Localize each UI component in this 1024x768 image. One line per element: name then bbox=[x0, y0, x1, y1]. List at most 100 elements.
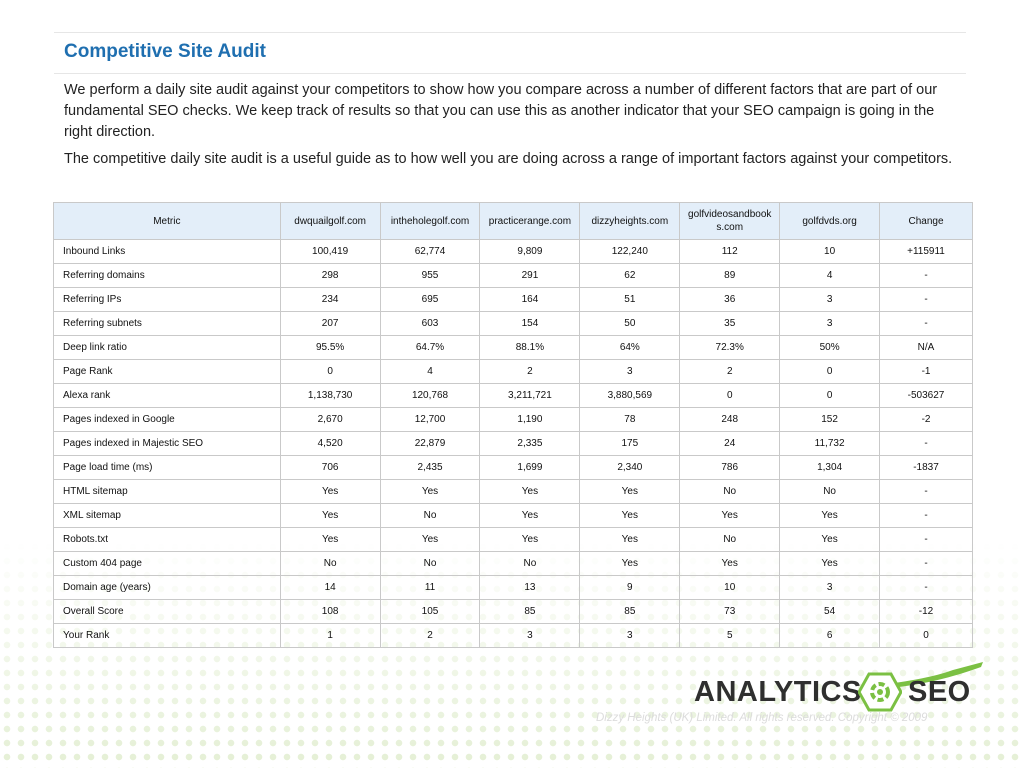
value-cell: Yes bbox=[679, 551, 781, 576]
value-cell: 11,732 bbox=[779, 431, 881, 456]
table-row: Inbound Links 100,419 62,774 9,809 122,240 11… bbox=[53, 239, 973, 264]
metric-cell: Alexa rank bbox=[53, 383, 281, 408]
value-cell: Yes bbox=[479, 479, 581, 504]
table-row: Custom 404 page No No No Yes Yes Yes - bbox=[53, 551, 973, 576]
column-header: practicerange.com bbox=[479, 202, 581, 240]
value-cell: 3 bbox=[779, 287, 881, 312]
value-cell: 3 bbox=[779, 575, 881, 600]
value-cell: 1,138,730 bbox=[279, 383, 381, 408]
value-cell: 0 bbox=[779, 359, 881, 384]
value-cell: 105 bbox=[379, 599, 481, 624]
value-cell: - bbox=[879, 263, 973, 288]
hexagon-swirl-icon bbox=[858, 672, 902, 712]
metric-cell: Robots.txt bbox=[53, 527, 281, 552]
value-cell: Yes bbox=[279, 503, 381, 528]
value-cell: 695 bbox=[379, 287, 481, 312]
value-cell: 24 bbox=[679, 431, 781, 456]
table-row: Deep link ratio 95.5% 64.7% 88.1% 64% 72.3% 50… bbox=[53, 335, 973, 360]
value-cell: Yes bbox=[579, 551, 681, 576]
metric-cell: Inbound Links bbox=[53, 239, 281, 264]
value-cell: Yes bbox=[379, 479, 481, 504]
value-cell: 175 bbox=[579, 431, 681, 456]
value-cell: 0 bbox=[279, 359, 381, 384]
value-cell: Yes bbox=[479, 527, 581, 552]
page-title: Competitive Site Audit bbox=[64, 41, 266, 62]
value-cell: Yes bbox=[579, 527, 681, 552]
metric-cell: HTML sitemap bbox=[53, 479, 281, 504]
logo-word-seo: SEO bbox=[908, 676, 971, 708]
value-cell: No bbox=[679, 527, 781, 552]
value-cell: 154 bbox=[479, 311, 581, 336]
table-row: XML sitemap Yes No Yes Yes Yes Yes - bbox=[53, 503, 973, 528]
table-row: Your Rank 1 2 3 3 5 6 0 bbox=[53, 623, 973, 648]
value-cell: 1,699 bbox=[479, 455, 581, 480]
table-row: Domain age (years) 14 11 13 9 10 3- bbox=[53, 575, 973, 600]
table-body: Inbound Links 100,419 62,774 9,809 122,240 11… bbox=[53, 239, 973, 648]
value-cell: - bbox=[879, 551, 973, 576]
table-row: Referring domains 298 955 291 62 89 4- bbox=[53, 263, 973, 288]
intro-text: We perform a daily site audit against yo… bbox=[64, 80, 954, 176]
value-cell: 0 bbox=[879, 623, 973, 648]
value-cell: 9,809 bbox=[479, 239, 581, 264]
value-cell: 0 bbox=[779, 383, 881, 408]
metric-cell: Pages indexed in Google bbox=[53, 407, 281, 432]
value-cell: 108 bbox=[279, 599, 381, 624]
value-cell: 112 bbox=[679, 239, 781, 264]
value-cell: - bbox=[879, 503, 973, 528]
value-cell: Yes bbox=[279, 479, 381, 504]
value-cell: 10 bbox=[679, 575, 781, 600]
value-cell: -1 bbox=[879, 359, 973, 384]
value-cell: Yes bbox=[479, 503, 581, 528]
value-cell: Yes bbox=[679, 503, 781, 528]
value-cell: -503627 bbox=[879, 383, 973, 408]
value-cell: 234 bbox=[279, 287, 381, 312]
value-cell: Yes bbox=[579, 479, 681, 504]
column-header: golfvideosandbooks.com bbox=[679, 202, 781, 240]
value-cell: 9 bbox=[579, 575, 681, 600]
table-row: HTML sitemap Yes Yes Yes Yes No No - bbox=[53, 479, 973, 504]
value-cell: 62,774 bbox=[379, 239, 481, 264]
column-header: golfdvds.org bbox=[779, 202, 881, 240]
metric-cell: Page Rank bbox=[53, 359, 281, 384]
value-cell: 100,419 bbox=[279, 239, 381, 264]
metric-cell: Domain age (years) bbox=[53, 575, 281, 600]
value-cell: N/A bbox=[879, 335, 973, 360]
metric-cell: Overall Score bbox=[53, 599, 281, 624]
value-cell: 95.5% bbox=[279, 335, 381, 360]
intro-paragraph-1: We perform a daily site audit against yo… bbox=[64, 82, 938, 140]
table-row: Robots.txt Yes Yes Yes Yes No Yes - bbox=[53, 527, 973, 552]
title-bar: Competitive Site Audit bbox=[54, 32, 966, 74]
metric-cell: Referring subnets bbox=[53, 311, 281, 336]
value-cell: 85 bbox=[579, 599, 681, 624]
value-cell: 291 bbox=[479, 263, 581, 288]
column-header: dizzyheights.com bbox=[579, 202, 681, 240]
intro-paragraph-2: The competitive daily site audit is a us… bbox=[64, 151, 953, 167]
table-row: Pages indexed in Google 2,670 12,700 1,190 7… bbox=[53, 407, 973, 432]
value-cell: 955 bbox=[379, 263, 481, 288]
value-cell: - bbox=[879, 431, 973, 456]
value-cell: 4 bbox=[379, 359, 481, 384]
value-cell: 4 bbox=[779, 263, 881, 288]
value-cell: 64% bbox=[579, 335, 681, 360]
value-cell: - bbox=[879, 311, 973, 336]
value-cell: Yes bbox=[779, 503, 881, 528]
value-cell: 3 bbox=[579, 359, 681, 384]
value-cell: 54 bbox=[779, 599, 881, 624]
value-cell: - bbox=[879, 287, 973, 312]
value-cell: 1,190 bbox=[479, 407, 581, 432]
value-cell: 603 bbox=[379, 311, 481, 336]
value-cell: 3,211,721 bbox=[479, 383, 581, 408]
column-header-metric: Metric bbox=[53, 202, 281, 240]
value-cell: - bbox=[879, 479, 973, 504]
table-row: Overall Score 108 105 85 85 73 54 -12 bbox=[53, 599, 973, 624]
value-cell: 3 bbox=[779, 311, 881, 336]
column-header: intheholegolf.com bbox=[379, 202, 481, 240]
value-cell: - bbox=[879, 527, 973, 552]
value-cell: 88.1% bbox=[479, 335, 581, 360]
value-cell: No bbox=[479, 551, 581, 576]
value-cell: 122,240 bbox=[579, 239, 681, 264]
value-cell: Yes bbox=[779, 527, 881, 552]
analytics-seo-logo: ANALYTICS SEO bbox=[690, 660, 990, 730]
value-cell: 207 bbox=[279, 311, 381, 336]
value-cell: 786 bbox=[679, 455, 781, 480]
